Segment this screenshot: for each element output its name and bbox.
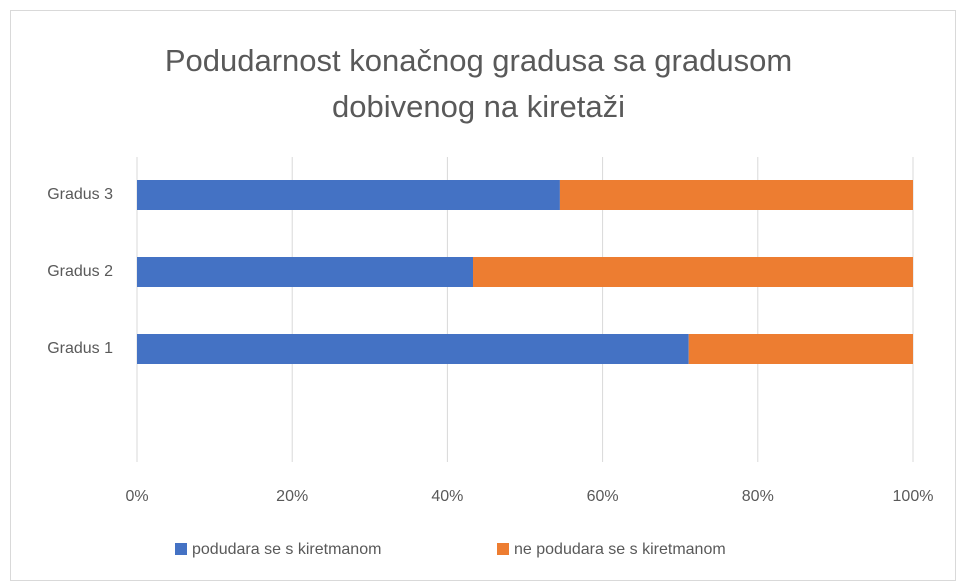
x-tick-label: 0%: [125, 488, 148, 505]
bar-segment: [137, 334, 689, 364]
title-box: Podudarnost konačnog gradusa sa gradusom…: [0, 38, 957, 130]
bar-segment: [137, 257, 474, 287]
y-tick-label: Gradus 3: [47, 186, 113, 203]
chart-title: Podudarnost konačnog gradusa sa gradusom…: [164, 43, 793, 124]
legend-label: podudara se s kiretmanom: [192, 541, 381, 558]
x-tick-label: 80%: [742, 488, 774, 505]
legend-swatch: [497, 543, 509, 555]
legend-swatch: [175, 543, 187, 555]
x-tick-label: 40%: [431, 488, 463, 505]
chart-frame: [10, 10, 956, 581]
x-tick-label: 100%: [893, 488, 934, 505]
x-tick-label: 60%: [587, 488, 619, 505]
x-tick-label: 20%: [276, 488, 308, 505]
bar-segment: [688, 334, 913, 364]
y-tick-label: Gradus 1: [47, 340, 113, 357]
bar-segment: [559, 180, 913, 210]
bar-segment: [473, 257, 913, 287]
legend-label: ne podudara se s kiretmanom: [514, 541, 726, 558]
y-tick-label: Gradus 2: [47, 263, 113, 280]
bar-segment: [137, 180, 560, 210]
